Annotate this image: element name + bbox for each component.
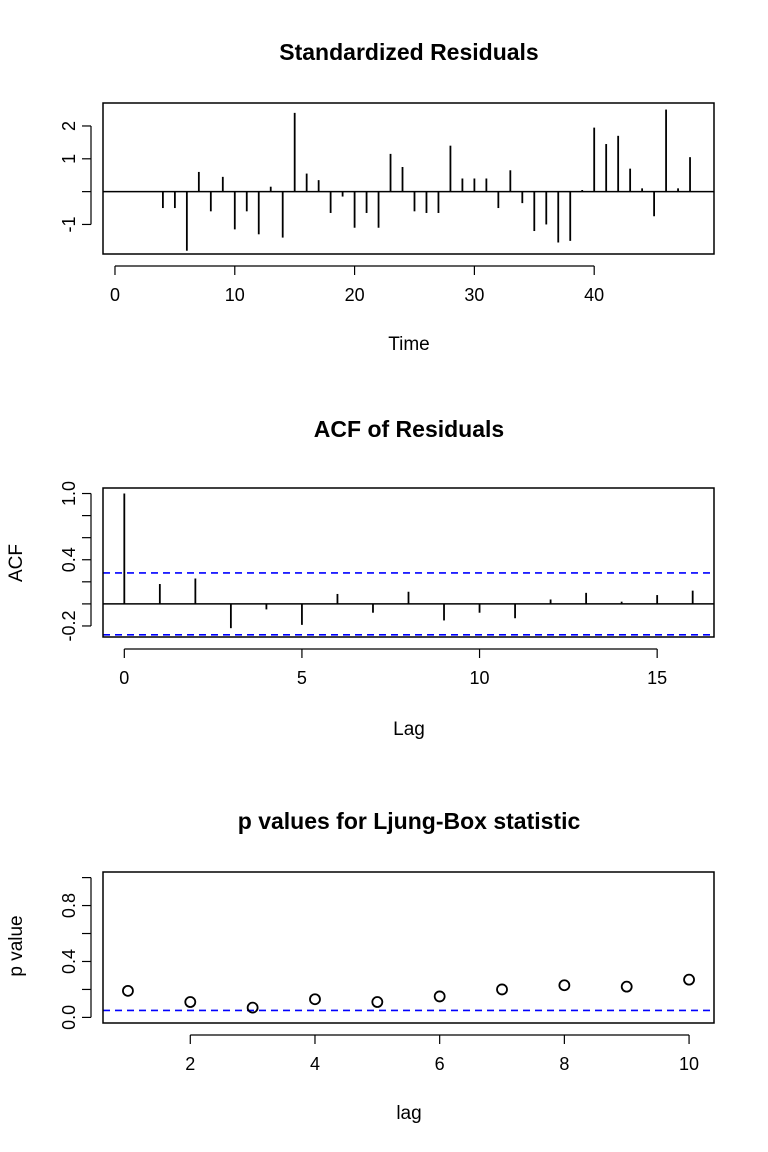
x-tick-label: 5 (297, 668, 307, 688)
pvalue-point (122, 984, 134, 997)
acf-marks (103, 493, 714, 636)
ljung-box-x-label: lag (396, 1103, 421, 1124)
x-tick-label: 10 (225, 285, 245, 305)
y-tick-label: 2 (59, 121, 79, 131)
x-tick-label: 0 (119, 668, 129, 688)
acf-plot-frame (102, 487, 715, 638)
x-tick-label: 6 (435, 1054, 445, 1074)
y-tick-label: 0.8 (59, 893, 79, 918)
pvalue-point (246, 1001, 259, 1014)
x-tick-label: 10 (679, 1054, 699, 1074)
acf-title: ACF of Residuals (314, 416, 504, 442)
residuals-panel: Standardized Residuals 0 10 20 30 40 -1 1 2 Ti… (59, 39, 715, 355)
ljung-box-y-label: p value (6, 915, 27, 976)
acf-y-label: ACF (6, 544, 27, 582)
pvalue-point (683, 973, 695, 986)
ljung-box-plot-frame (102, 871, 715, 1024)
acf-y-axis: -0.2 0.4 1.0 (59, 481, 92, 641)
ljung-box-title: p values for Ljung-Box statistic (238, 808, 581, 834)
y-tick-label: 1 (59, 154, 79, 164)
ljung-box-panel: p values for Ljung-Box statistic 2 4 6 8 10 … (6, 808, 715, 1124)
residuals-title: Standardized Residuals (279, 39, 538, 65)
pvalue-point (184, 996, 197, 1008)
acf-x-axis: 0 5 10 15 (119, 648, 667, 688)
ljung-box-y-axis: 0.0 0.4 0.8 (59, 876, 92, 1030)
y-tick-label: 0.4 (59, 547, 79, 572)
x-tick-label: 8 (559, 1054, 569, 1074)
x-tick-label: 2 (185, 1054, 195, 1074)
x-tick-label: 30 (464, 285, 484, 305)
acf-x-label: Lag (393, 719, 425, 740)
y-tick-label: -1 (59, 216, 79, 232)
x-tick-label: 10 (470, 668, 490, 688)
x-tick-label: 4 (310, 1054, 320, 1074)
y-tick-label: -0.2 (59, 610, 79, 641)
pvalue-point (371, 996, 384, 1008)
x-tick-label: 40 (584, 285, 604, 305)
ljung-box-x-axis: 2 4 6 8 10 (185, 1034, 699, 1074)
pvalue-point (433, 990, 446, 1003)
pvalue-point (620, 980, 633, 993)
pvalue-point (496, 983, 508, 996)
x-tick-label: 0 (110, 285, 120, 305)
residuals-marks (103, 109, 714, 251)
y-tick-label: 0.0 (59, 1005, 79, 1030)
residuals-y-axis: -1 1 2 (59, 121, 92, 232)
acf-panel: ACF of Residuals 0 5 10 15 -0.2 0.4 1.0 Lag A… (6, 416, 715, 740)
pvalue-point (309, 993, 321, 1006)
pvalue-point (558, 979, 571, 992)
y-tick-label: 0.4 (59, 949, 79, 974)
x-tick-label: 15 (647, 668, 667, 688)
y-tick-label: 1.0 (59, 481, 79, 506)
ljung-box-marks (103, 973, 714, 1014)
residuals-plot-frame (102, 102, 715, 255)
residuals-x-axis: 0 10 20 30 40 (110, 265, 604, 305)
residuals-x-label: Time (388, 334, 430, 355)
x-tick-label: 20 (345, 285, 365, 305)
